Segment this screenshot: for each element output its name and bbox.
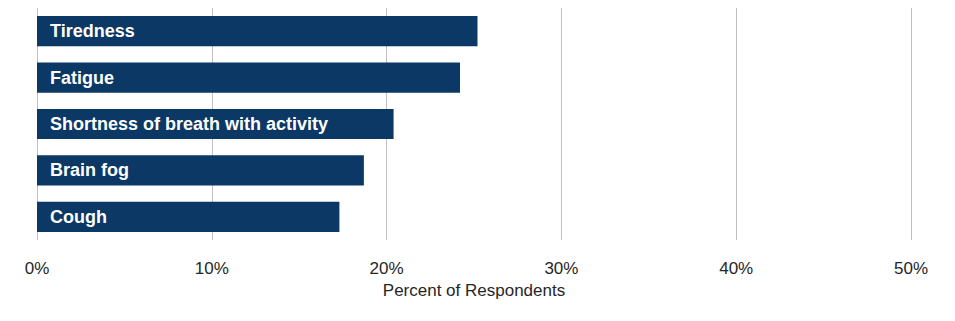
svg-text:Percent of Respondents: Percent of Respondents (383, 281, 565, 300)
svg-text:Tiredness: Tiredness (50, 21, 135, 41)
svg-text:Fatigue: Fatigue (50, 68, 114, 88)
svg-text:40%: 40% (719, 259, 753, 278)
svg-text:Brain fog: Brain fog (50, 160, 129, 180)
svg-text:Shortness of breath with activ: Shortness of breath with activity (50, 114, 328, 134)
svg-text:30%: 30% (544, 259, 578, 278)
svg-text:Cough: Cough (50, 207, 107, 227)
svg-text:10%: 10% (195, 259, 229, 278)
svg-text:50%: 50% (894, 259, 928, 278)
svg-text:20%: 20% (370, 259, 404, 278)
svg-text:0%: 0% (25, 259, 50, 278)
